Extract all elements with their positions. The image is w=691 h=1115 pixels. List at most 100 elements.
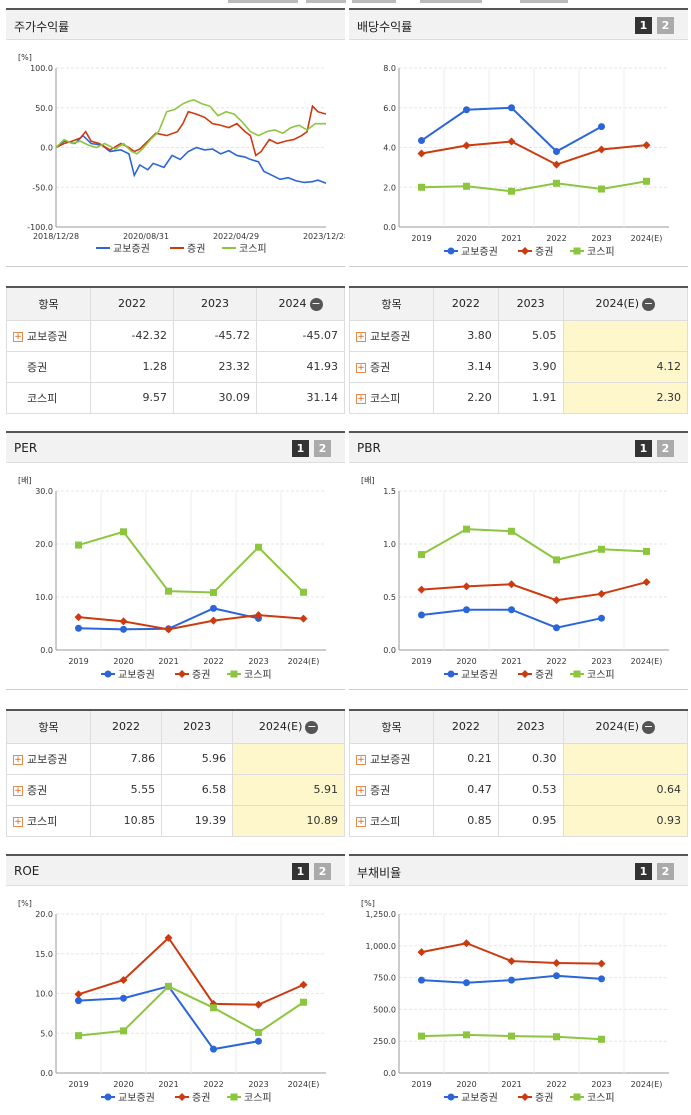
expand-icon[interactable]: + <box>356 362 366 373</box>
data-point <box>75 997 82 1005</box>
y-tick-label: 15.0 <box>35 950 53 959</box>
data-point <box>255 1028 262 1036</box>
x-tick-label: 2021 <box>158 1080 178 1089</box>
debt-ratio-chart: [%] 1,250.0 1,000.0 750.0 500.0 250.0 0.0 2019 2… <box>361 899 669 1104</box>
header-label: 2023 <box>516 297 545 311</box>
roe-chart: [%]20.0 15.0 10.0 5.0 0.0 2019 2020 2021 2022 202… <box>18 899 326 1104</box>
table-cell: 1.91 <box>497 381 564 414</box>
expand-icon[interactable]: + <box>13 331 23 342</box>
data-point <box>255 1037 262 1045</box>
data-point <box>417 585 426 594</box>
legend-label: 코스피 <box>587 1092 615 1104</box>
view-2-button[interactable]: 2 <box>657 17 674 34</box>
expand-icon[interactable]: + <box>13 785 23 796</box>
table-cell: 0.21 <box>433 742 499 775</box>
x-tick-label: 2022 <box>546 234 566 243</box>
panel-title: 부채비율 <box>357 866 402 880</box>
table-row: + 교보증권 3.80 5.05 <box>349 319 689 352</box>
table-cell: 0.85 <box>433 804 499 837</box>
table-cell: 31.14 <box>256 381 345 414</box>
collapse-icon[interactable]: − <box>642 296 656 311</box>
collapse-icon[interactable]: − <box>642 719 656 734</box>
top-tab-stub <box>352 0 396 3</box>
expand-icon[interactable]: + <box>356 754 366 765</box>
panel-title: 배당수익률 <box>357 20 413 34</box>
x-tick-label: 2021 <box>501 1080 521 1089</box>
data-point <box>642 141 651 150</box>
data-point <box>598 123 605 131</box>
series-line <box>78 614 304 631</box>
view-1-button[interactable]: 1 <box>635 17 652 34</box>
header-label: 2022 <box>118 297 146 311</box>
header-label: 2024(E) <box>258 720 303 733</box>
legend-marker <box>447 670 455 678</box>
row-label: 교보증권 <box>27 329 68 343</box>
data-point <box>418 611 425 619</box>
table-cell: 41.93 <box>256 350 345 383</box>
top-tab-stub <box>306 0 346 3</box>
table-cell <box>232 742 345 775</box>
per-panel: PER 1 2 [배] 30.0 20.0 10.0 0.0 2019 2020 2021 20… <box>6 431 345 689</box>
expand-icon[interactable]: + <box>356 331 366 342</box>
legend-marker <box>521 247 529 255</box>
expand-icon[interactable]: + <box>356 393 366 404</box>
legend-marker <box>178 1093 186 1101</box>
table-header-cell: 항목 <box>6 709 91 744</box>
x-tick-label: 2023 <box>591 234 611 243</box>
row-label-cell: + 증권 <box>349 350 434 383</box>
data-point <box>553 972 560 980</box>
view-2-button[interactable]: 2 <box>657 440 674 457</box>
series-line <box>421 528 647 561</box>
expand-icon[interactable]: + <box>13 754 23 765</box>
row-label-cell: + 증권 <box>349 773 434 806</box>
table-header-cell: 2023 <box>497 286 564 321</box>
x-tick-label: 2018/12/28 <box>33 232 79 241</box>
panel-title: PBR <box>357 441 381 455</box>
x-tick-label: 2019 <box>68 1080 88 1089</box>
data-point <box>164 625 173 634</box>
series-line <box>78 936 304 1006</box>
expand-icon[interactable]: + <box>13 816 23 827</box>
table-cell: -45.72 <box>173 319 258 352</box>
view-2-button[interactable]: 2 <box>657 863 674 880</box>
legend-label: 코스피 <box>587 246 615 258</box>
view-1-button[interactable]: 1 <box>635 863 652 880</box>
data-point <box>418 137 425 145</box>
row-label: 코스피 <box>370 391 401 405</box>
data-point <box>507 580 516 589</box>
view-1-button[interactable]: 1 <box>292 863 309 880</box>
table-cell: 9.57 <box>89 381 175 414</box>
y-tick-label: -50.0 <box>32 183 53 192</box>
legend-label: 교보증권 <box>118 669 155 681</box>
table-cell: 7.86 <box>89 742 163 775</box>
data-point <box>75 1032 82 1040</box>
view-2-button[interactable]: 2 <box>314 863 331 880</box>
collapse-icon[interactable]: − <box>309 296 323 311</box>
legend-marker <box>573 670 581 678</box>
row-label: 코스피 <box>370 814 401 828</box>
table-row: + 증권 0.47 0.53 0.64 <box>349 773 689 806</box>
table-cell: 0.95 <box>497 804 564 837</box>
dividend-chart: 8.0 6.0 4.0 2.0 0.0 2019 2020 2021 2022 2023 2024(… <box>383 64 669 258</box>
view-1-button[interactable]: 1 <box>635 440 652 457</box>
data-point <box>463 979 470 987</box>
divider <box>349 266 688 267</box>
header-label: 항목 <box>381 720 402 734</box>
expand-icon[interactable]: + <box>356 785 366 796</box>
data-point <box>552 958 561 967</box>
data-point <box>508 187 515 195</box>
collapse-icon[interactable]: − <box>305 719 319 734</box>
data-point <box>553 556 560 564</box>
view-1-button[interactable]: 1 <box>292 440 309 457</box>
data-point <box>598 1035 605 1043</box>
legend-label: 교보증권 <box>461 1092 498 1104</box>
data-point <box>462 141 471 150</box>
legend-label: 증권 <box>192 1092 210 1104</box>
legend-label: 증권 <box>535 669 553 681</box>
view-2-button[interactable]: 2 <box>314 440 331 457</box>
x-tick-label: 2024(E) <box>631 234 663 243</box>
data-point <box>120 1027 127 1035</box>
x-tick-label: 2020 <box>113 1080 133 1089</box>
expand-icon[interactable]: + <box>356 816 366 827</box>
header-label: 2023 <box>201 297 230 311</box>
